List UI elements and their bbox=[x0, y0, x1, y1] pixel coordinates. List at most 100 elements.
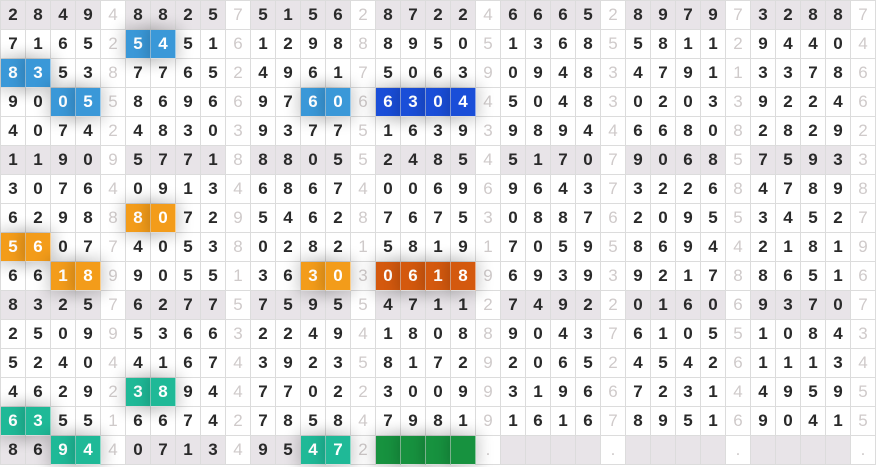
digit-cell: 3 bbox=[751, 204, 776, 233]
digit-cell: 6 bbox=[651, 233, 676, 262]
digit: 7 bbox=[433, 353, 443, 372]
digit-cell: 4 bbox=[51, 1, 76, 30]
digit: 8 bbox=[83, 208, 93, 227]
digit-cell: 8 bbox=[651, 30, 676, 59]
digit-cell: 5 bbox=[801, 378, 826, 407]
digit-cell: 5 bbox=[126, 146, 151, 175]
digit: 2 bbox=[283, 34, 293, 53]
digit-cell: 0 bbox=[676, 88, 701, 117]
separator-digit: 9 bbox=[476, 349, 501, 378]
digit-cell: 8 bbox=[401, 320, 426, 349]
digit-cell: 5 bbox=[576, 1, 601, 30]
digit: 7 bbox=[583, 208, 593, 227]
digit-cell: 6 bbox=[176, 59, 201, 88]
digit-cell: 4 bbox=[526, 291, 551, 320]
digit-cell: 9 bbox=[401, 407, 426, 436]
digit-cell: 6 bbox=[301, 175, 326, 204]
separator-digit: 4 bbox=[226, 378, 251, 407]
digit: 9 bbox=[308, 295, 318, 314]
separator-digit: 7 bbox=[851, 291, 876, 320]
digit: 4 bbox=[308, 324, 318, 343]
digit: 5 bbox=[383, 63, 393, 82]
digit: 1 bbox=[758, 353, 768, 372]
digit-cell: 7 bbox=[176, 204, 201, 233]
digit: 4 bbox=[458, 92, 468, 111]
digit-cell: 9 bbox=[326, 320, 351, 349]
digit-cell: 7 bbox=[701, 262, 726, 291]
digit-cell: 3 bbox=[376, 378, 401, 407]
digit-cell: 2 bbox=[426, 1, 451, 30]
digit-cell: 0 bbox=[76, 146, 101, 175]
digit-cell: 7 bbox=[326, 117, 351, 146]
separator-digit: 9 bbox=[476, 407, 501, 436]
digit-cell: 0 bbox=[826, 30, 851, 59]
digit: 9 bbox=[758, 295, 768, 314]
digit: 6 bbox=[283, 266, 293, 285]
digit-cell: 6 bbox=[176, 320, 201, 349]
digit: 1 bbox=[158, 353, 168, 372]
digit: 4 bbox=[208, 382, 218, 401]
highlighted-digit-cell: 6 bbox=[376, 88, 401, 117]
separator-digit: 2 bbox=[601, 291, 626, 320]
digit-cell: 5 bbox=[126, 320, 151, 349]
digit: 8 bbox=[433, 411, 443, 430]
digit-cell: 5 bbox=[576, 349, 601, 378]
separator-digit: 2 bbox=[601, 1, 626, 30]
digit-cell: 9 bbox=[451, 117, 476, 146]
digit: 0 bbox=[383, 179, 393, 198]
digit-cell: 4 bbox=[626, 349, 651, 378]
digit: 6 bbox=[508, 5, 518, 24]
digit: 4 bbox=[783, 208, 793, 227]
separator-digit: 8 bbox=[851, 175, 876, 204]
digit: 8 bbox=[133, 208, 143, 227]
digit: 4 bbox=[783, 34, 793, 53]
digit: 8 bbox=[533, 208, 543, 227]
digit: 5 bbox=[383, 237, 393, 256]
digit-cell: 4 bbox=[751, 378, 776, 407]
digit-cell: 0 bbox=[376, 175, 401, 204]
digit: 9 bbox=[8, 92, 18, 111]
digit: 8 bbox=[383, 5, 393, 24]
digit: 3 bbox=[758, 63, 768, 82]
separator-digit: . bbox=[726, 436, 751, 465]
separator-digit: 5 bbox=[101, 88, 126, 117]
digit: 5 bbox=[308, 5, 318, 24]
digit-cell: 5 bbox=[76, 291, 101, 320]
digit-cell: 9 bbox=[126, 262, 151, 291]
separator-digit: 5 bbox=[351, 117, 376, 146]
digit: 5 bbox=[583, 353, 593, 372]
digit-cell: 2 bbox=[651, 378, 676, 407]
digit: 1 bbox=[758, 324, 768, 343]
digit-cell: 5 bbox=[676, 407, 701, 436]
digit-cell: 7 bbox=[251, 291, 276, 320]
digit-cell: 1 bbox=[151, 349, 176, 378]
digit-cell: 3 bbox=[251, 262, 276, 291]
digit-cell: 0 bbox=[51, 233, 76, 262]
digit: 4 bbox=[283, 208, 293, 227]
digit-cell: 6 bbox=[201, 88, 226, 117]
separator-digit: 2 bbox=[101, 30, 126, 59]
digit-cell: 1 bbox=[701, 30, 726, 59]
digit: 9 bbox=[708, 5, 718, 24]
digit: 6 bbox=[683, 295, 693, 314]
digit-cell: 3 bbox=[826, 146, 851, 175]
digit: 7 bbox=[408, 295, 418, 314]
digit: 2 bbox=[308, 353, 318, 372]
digit: 8 bbox=[558, 208, 568, 227]
digit-cell: 0 bbox=[401, 378, 426, 407]
digit: 9 bbox=[183, 92, 193, 111]
digit: 7 bbox=[258, 382, 268, 401]
digit-cell: 5 bbox=[76, 30, 101, 59]
digit-cell: 1 bbox=[326, 59, 351, 88]
digit: 1 bbox=[58, 266, 68, 285]
digit-cell: 6 bbox=[51, 30, 76, 59]
digit: 2 bbox=[333, 382, 343, 401]
digit: 4 bbox=[158, 34, 168, 53]
separator-digit: 6 bbox=[851, 59, 876, 88]
separator-digit: 5 bbox=[601, 233, 626, 262]
digit-cell: 7 bbox=[151, 59, 176, 88]
digit-cell: 7 bbox=[426, 349, 451, 378]
digit: 0 bbox=[133, 179, 143, 198]
digit: 7 bbox=[508, 237, 518, 256]
digit-cell: 3 bbox=[551, 262, 576, 291]
